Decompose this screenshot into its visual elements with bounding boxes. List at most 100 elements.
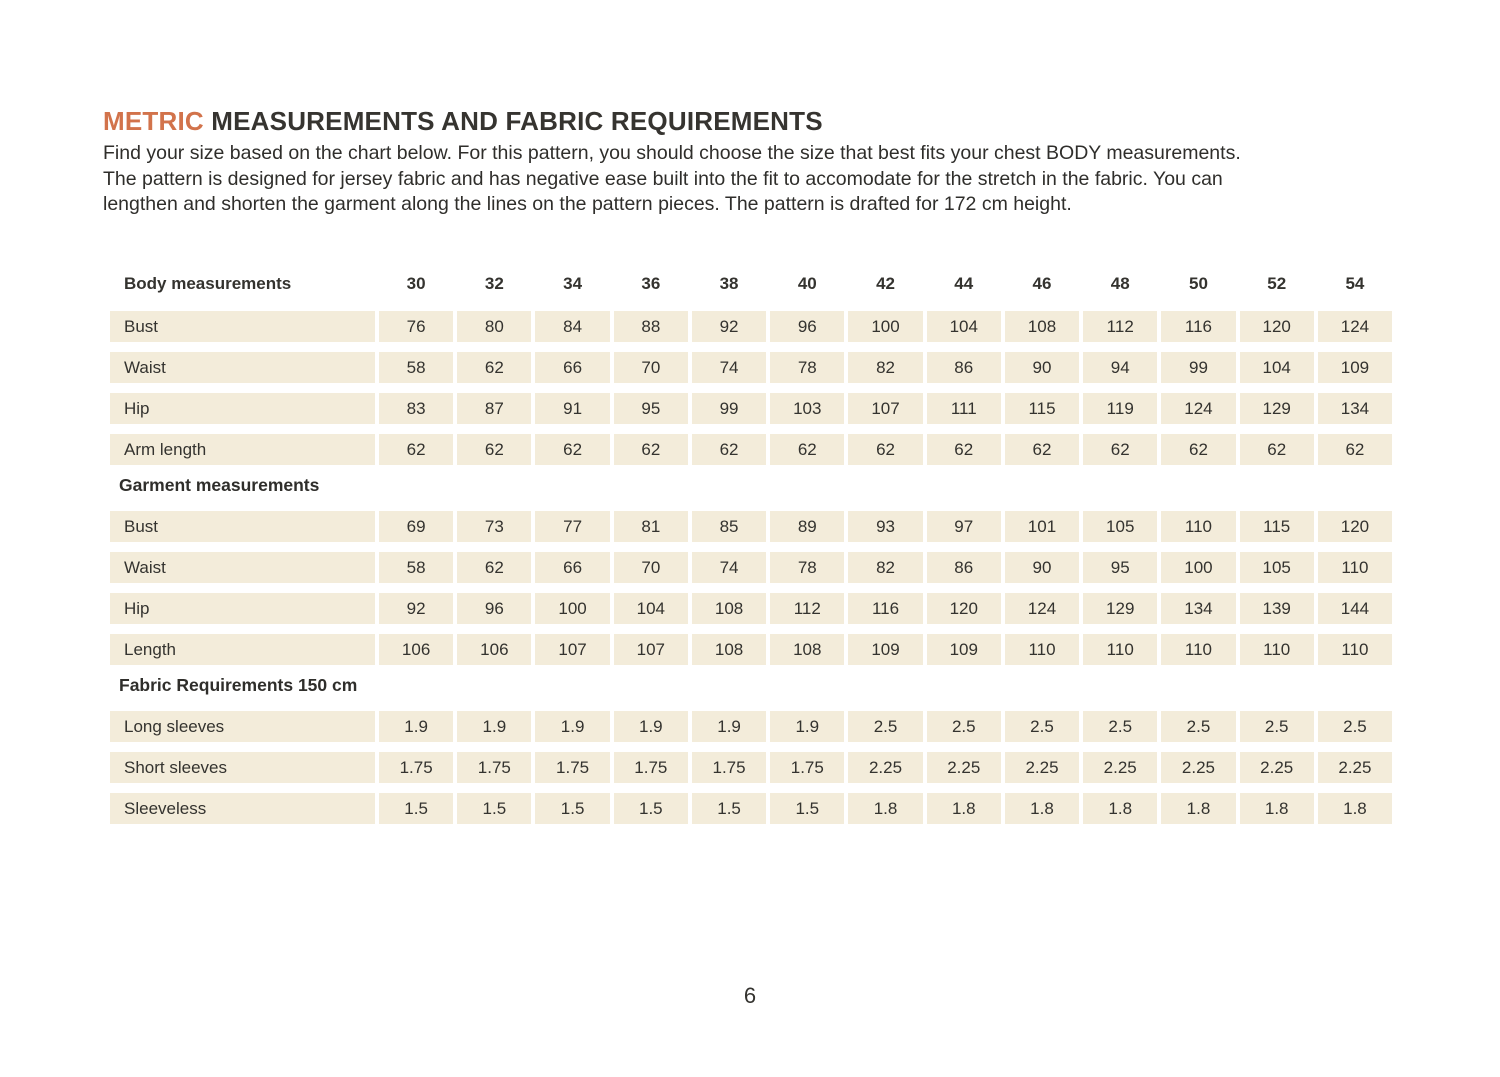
- value-cell: 83: [379, 393, 454, 424]
- value-cell: 62: [1161, 434, 1236, 465]
- size-column-header: 42: [876, 274, 895, 293]
- value-cell: 110: [1083, 634, 1158, 665]
- size-column-header: 48: [1110, 274, 1130, 293]
- size-column-header: 40: [797, 274, 817, 293]
- row-label: Length: [110, 634, 375, 665]
- value-cell: 91: [535, 393, 610, 424]
- table-row: Bust 76 80 84 88 92 96 100 104 108 112 116 120 124: [110, 311, 1393, 342]
- value-cell: 134: [1161, 593, 1236, 624]
- value-cell: 110: [1161, 634, 1236, 665]
- value-cell: 104: [926, 311, 1001, 342]
- value-cell: 78: [770, 552, 845, 583]
- table-row: Short sleeves 1.75 1.75 1.75 1.75 1.75 1.75 2.2…: [110, 752, 1393, 783]
- value-cell: 2.25: [848, 752, 923, 783]
- value-cell: 62: [926, 434, 1001, 465]
- row-label: Short sleeves: [110, 752, 375, 783]
- value-cell: 78: [770, 352, 845, 383]
- value-cell: 96: [770, 311, 845, 342]
- value-cell: 92: [379, 593, 454, 624]
- value-cell: 70: [613, 552, 688, 583]
- value-cell: 84: [535, 311, 610, 342]
- row-label: Bust: [110, 511, 375, 542]
- measurement-table: Body measurements 30 32 34 36 38 40 42 44 46 48 50 5…: [110, 272, 1393, 834]
- value-cell: 1.8: [926, 793, 1001, 824]
- value-cell: 103: [770, 393, 845, 424]
- value-cell: 100: [848, 311, 923, 342]
- value-cell: 109: [926, 634, 1001, 665]
- value-cell: 77: [535, 511, 610, 542]
- value-cell: 101: [1004, 511, 1080, 542]
- value-cell: 81: [613, 511, 688, 542]
- size-column-header: 36: [641, 274, 661, 293]
- value-cell: 1.8: [1161, 793, 1236, 824]
- value-cell: 134: [1317, 393, 1393, 424]
- value-cell: 2.5: [1161, 711, 1236, 742]
- table-row: Sleeveless 1.5 1.5 1.5 1.5 1.5 1.5 1.8 1.8 1.8 1.8…: [110, 793, 1393, 824]
- value-cell: 1.75: [613, 752, 688, 783]
- value-cell: 105: [1239, 552, 1314, 583]
- value-cell: 1.9: [457, 711, 532, 742]
- value-cell: 87: [457, 393, 532, 424]
- value-cell: 116: [1161, 311, 1236, 342]
- column-group-label: Body measurements: [124, 274, 292, 293]
- value-cell: 62: [770, 434, 845, 465]
- value-cell: 1.9: [691, 711, 767, 742]
- value-cell: 97: [926, 511, 1001, 542]
- value-cell: 139: [1239, 593, 1314, 624]
- value-cell: 1.75: [457, 752, 532, 783]
- value-cell: 106: [379, 634, 454, 665]
- value-cell: 1.75: [770, 752, 845, 783]
- section-header: Garment measurements: [119, 475, 320, 495]
- value-cell: 95: [613, 393, 688, 424]
- value-cell: 62: [848, 434, 923, 465]
- value-cell: 1.9: [770, 711, 845, 742]
- value-cell: 2.25: [1083, 752, 1158, 783]
- value-cell: 120: [926, 593, 1001, 624]
- value-cell: 62: [1239, 434, 1314, 465]
- value-cell: 69: [379, 511, 454, 542]
- value-cell: 99: [1161, 352, 1236, 383]
- value-cell: 2.5: [926, 711, 1001, 742]
- table-row: Waist 58 62 66 70 74 78 82 86 90 94 99 104 109: [110, 352, 1393, 383]
- value-cell: 119: [1083, 393, 1158, 424]
- value-cell: 129: [1239, 393, 1314, 424]
- value-cell: 107: [535, 634, 610, 665]
- table-row: Length 106 106 107 107 108 108 109 109 110 110 110 1…: [110, 634, 1393, 665]
- value-cell: 2.5: [1239, 711, 1314, 742]
- value-cell: 1.5: [613, 793, 688, 824]
- value-cell: 86: [926, 552, 1001, 583]
- value-cell: 90: [1004, 352, 1080, 383]
- value-cell: 110: [1317, 634, 1393, 665]
- value-cell: 99: [691, 393, 767, 424]
- value-cell: 2.25: [1239, 752, 1314, 783]
- value-cell: 2.25: [1004, 752, 1080, 783]
- value-cell: 96: [457, 593, 532, 624]
- table-row: Waist 58 62 66 70 74 78 82 86 90 95 100 105 110: [110, 552, 1393, 583]
- value-cell: 73: [457, 511, 532, 542]
- value-cell: 115: [1004, 393, 1080, 424]
- value-cell: 1.5: [379, 793, 454, 824]
- row-label: Waist: [110, 352, 375, 383]
- value-cell: 124: [1317, 311, 1393, 342]
- value-cell: 1.5: [691, 793, 767, 824]
- table-row: Long sleeves 1.9 1.9 1.9 1.9 1.9 1.9 2.5 2.5 2.5 2…: [110, 711, 1393, 742]
- value-cell: 108: [1004, 311, 1080, 342]
- value-cell: 108: [770, 634, 845, 665]
- table-row: Hip 92 96 100 104 108 112 116 120 124 129 134 139 144: [110, 593, 1393, 624]
- value-cell: 107: [848, 393, 923, 424]
- value-cell: 100: [1161, 552, 1236, 583]
- value-cell: 109: [848, 634, 923, 665]
- title-rest: MEASUREMENTS AND FABRIC REQUIREMENTS: [203, 106, 823, 136]
- table-row: Hip 83 87 91 95 99 103 107 111 115 119 124 129 134: [110, 393, 1393, 424]
- value-cell: 110: [1161, 511, 1236, 542]
- value-cell: 2.5: [848, 711, 923, 742]
- value-cell: 62: [1004, 434, 1080, 465]
- value-cell: 66: [535, 352, 610, 383]
- value-cell: 80: [457, 311, 532, 342]
- value-cell: 106: [457, 634, 532, 665]
- value-cell: 108: [691, 634, 767, 665]
- value-cell: 110: [1004, 634, 1080, 665]
- value-cell: 1.75: [691, 752, 767, 783]
- value-cell: 58: [379, 352, 454, 383]
